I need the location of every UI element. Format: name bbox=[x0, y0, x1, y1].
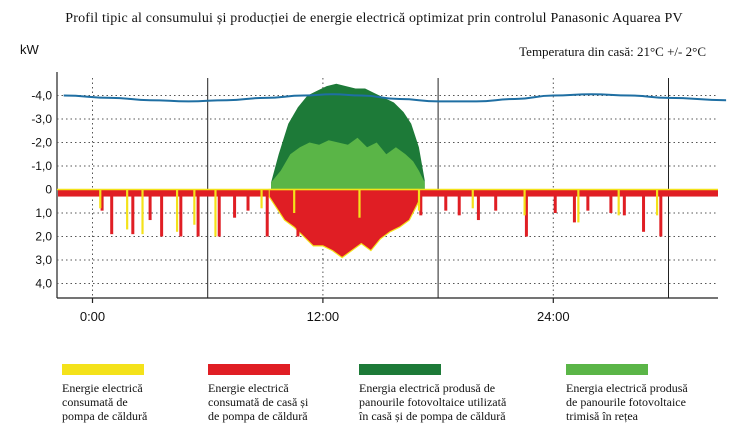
y-tick-label: -3,0 bbox=[31, 112, 52, 126]
legend-label-house: Energie electrică consumată de casă și d… bbox=[208, 381, 309, 423]
heat-pump-spike bbox=[293, 189, 296, 213]
house-spike bbox=[659, 189, 663, 237]
house-spike bbox=[586, 189, 590, 211]
y-tick-label: 0 bbox=[45, 183, 52, 197]
heat-pump-spike bbox=[141, 189, 144, 235]
heat-pump-spike bbox=[193, 189, 196, 225]
legend-item-heat-pump: Energie electrică consumată de pompa de … bbox=[62, 364, 147, 423]
heat-pump-spike bbox=[523, 189, 526, 216]
y-tick-label: -1,0 bbox=[31, 159, 52, 173]
y-tick-label: -2,0 bbox=[31, 136, 52, 150]
legend-item-pv-grid: Energia electrică produsă de panourile f… bbox=[566, 364, 688, 423]
legend-swatch-heat-pump bbox=[62, 364, 144, 375]
legend-item-pv-self: Energia electrică produsă de panourile f… bbox=[359, 364, 506, 423]
house-spike bbox=[524, 189, 528, 237]
heat-pump-spike bbox=[577, 189, 580, 223]
house-spike bbox=[100, 189, 104, 211]
house-spike bbox=[196, 189, 200, 237]
house-spike bbox=[265, 189, 269, 237]
y-tick-label: 1,0 bbox=[35, 206, 52, 220]
x-tick-label: 24:00 bbox=[537, 309, 570, 324]
house-midday-area bbox=[268, 188, 420, 259]
heat-pump-spike bbox=[471, 189, 474, 209]
y-tick-label: -4,0 bbox=[31, 89, 52, 103]
house-spike bbox=[642, 189, 646, 232]
heat-pump-spike bbox=[126, 189, 129, 230]
y-tick-label: 2,0 bbox=[35, 230, 52, 244]
house-spike bbox=[160, 189, 164, 237]
house-spike bbox=[553, 189, 557, 213]
temperature-line bbox=[63, 93, 727, 103]
house-spike bbox=[494, 189, 498, 211]
house-spike bbox=[217, 189, 221, 237]
heat-pump-spike bbox=[175, 189, 179, 232]
heat-pump-spike bbox=[655, 189, 659, 216]
house-spike bbox=[622, 189, 626, 216]
x-tick-label: 0:00 bbox=[80, 309, 105, 324]
legend-item-house: Energie electrică consumată de casă și d… bbox=[208, 364, 308, 423]
heat-pump-spike bbox=[214, 189, 217, 237]
heat-pump-spike bbox=[358, 189, 361, 218]
legend-swatch-pv-self bbox=[359, 364, 441, 375]
y-tick-label: 3,0 bbox=[35, 253, 52, 267]
y-axis-label: kW bbox=[20, 42, 40, 57]
house-spike bbox=[609, 189, 613, 213]
legend-label-heat-pump: Energie electrică consumată de pompa de … bbox=[62, 381, 148, 423]
legend-swatch-house bbox=[208, 364, 290, 375]
house-spike bbox=[246, 189, 250, 211]
house-spike bbox=[233, 189, 237, 218]
house-spike bbox=[476, 189, 480, 221]
house-spike bbox=[296, 189, 300, 237]
house-spike bbox=[148, 189, 152, 221]
legend-label-pv-grid: Energia electrică produsă de panourile f… bbox=[566, 381, 688, 423]
x-tick-label: 12:00 bbox=[307, 309, 340, 324]
house-spike bbox=[572, 189, 576, 223]
house-spike bbox=[457, 189, 461, 216]
y-tick-label: 4,0 bbox=[35, 277, 52, 291]
heat-pump-spike bbox=[99, 189, 102, 209]
house-spike bbox=[444, 189, 448, 211]
heat-pump-spike bbox=[260, 189, 263, 209]
chart-subtitle: Temperatura din casă: 21°C +/- 2°C bbox=[519, 44, 706, 59]
house-spike bbox=[179, 189, 183, 237]
house-spike bbox=[110, 189, 114, 235]
legend-swatch-pv-grid bbox=[566, 364, 648, 375]
legend-label-pv-self: Energia electrică produsă de panourile f… bbox=[359, 381, 507, 423]
house-spike bbox=[131, 189, 135, 235]
heat-pump-spike bbox=[417, 189, 421, 211]
pv-grid-area bbox=[271, 137, 425, 190]
chart-title: Profil tipic al consumului și producției… bbox=[65, 11, 683, 26]
house-spike bbox=[419, 189, 423, 216]
heat-pump-spike bbox=[617, 189, 620, 216]
